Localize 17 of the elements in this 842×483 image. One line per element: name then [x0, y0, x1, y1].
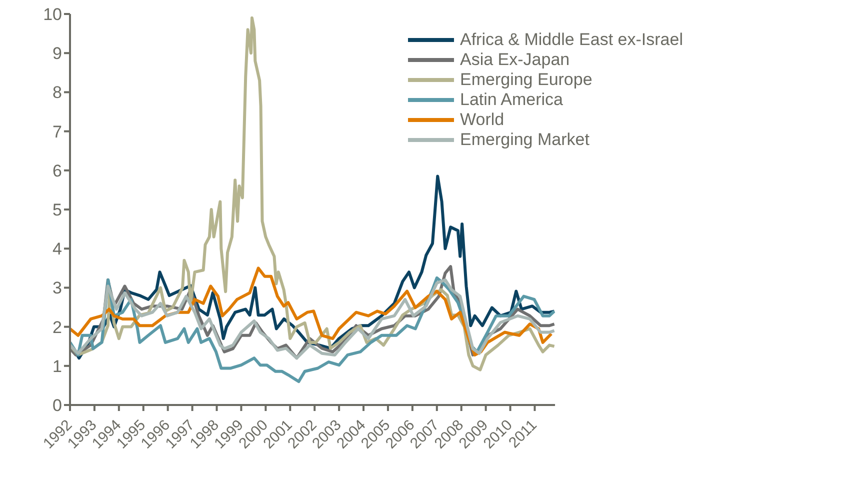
y-tick-label: 3: [52, 278, 62, 298]
y-tick-label: 7: [52, 122, 62, 142]
y-tick-label: 9: [52, 44, 62, 64]
y-tick-label: 2: [52, 318, 62, 337]
y-tick-label: 0: [52, 396, 62, 416]
legend-label: World: [460, 110, 504, 130]
y-tick-label: 1: [52, 356, 62, 376]
y-tick-label: 10: [43, 5, 62, 24]
y-tick-label: 6: [52, 161, 62, 180]
legend-label: Latin America: [460, 90, 563, 110]
y-tick-label: 8: [52, 83, 62, 102]
legend-label: Asia Ex-Japan: [460, 50, 570, 70]
legend-label: Emerging Europe: [460, 70, 592, 90]
y-tick-label: 5: [52, 200, 62, 220]
legend-label: Emerging Market: [460, 130, 590, 150]
y-tick-label: 4: [52, 240, 62, 259]
legend-label: Africa & Middle East ex-Israel: [460, 30, 683, 50]
